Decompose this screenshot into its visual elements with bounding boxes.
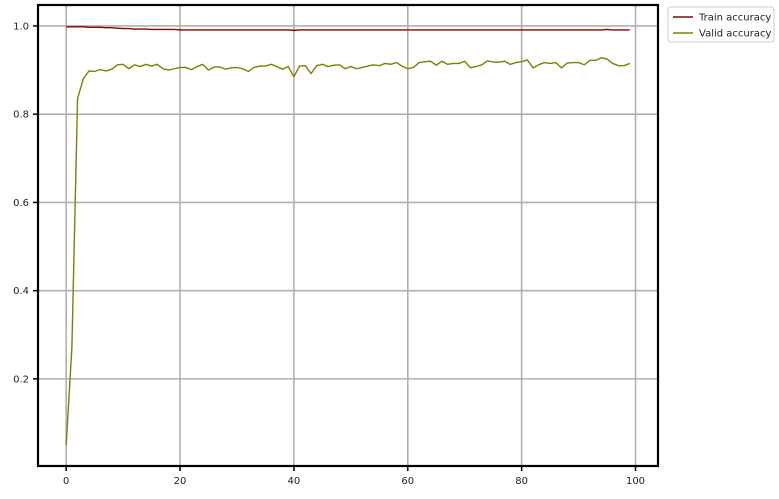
x-tick-label: 100 <box>626 476 645 487</box>
series-line-train-accuracy <box>66 26 630 32</box>
x-tick-label: 0 <box>63 476 69 487</box>
y-tick-label: 0.2 <box>13 374 29 385</box>
x-tick-label: 40 <box>288 476 301 487</box>
x-tick-label: 60 <box>401 476 414 487</box>
y-tick-label: 0.6 <box>13 198 29 209</box>
y-tick-label: 0.4 <box>13 286 29 297</box>
legend-label: Train accuracy <box>698 13 771 24</box>
legend-label: Valid accuracy <box>699 29 771 40</box>
x-tick-label: 20 <box>174 476 187 487</box>
legend-box <box>667 6 775 43</box>
y-tick-label: 0.8 <box>13 110 29 121</box>
plot-frame <box>36 3 660 468</box>
x-tick-label: 80 <box>515 476 528 487</box>
series-line-valid-accuracy <box>65 57 631 446</box>
y-tick-label: 1.0 <box>13 21 29 32</box>
